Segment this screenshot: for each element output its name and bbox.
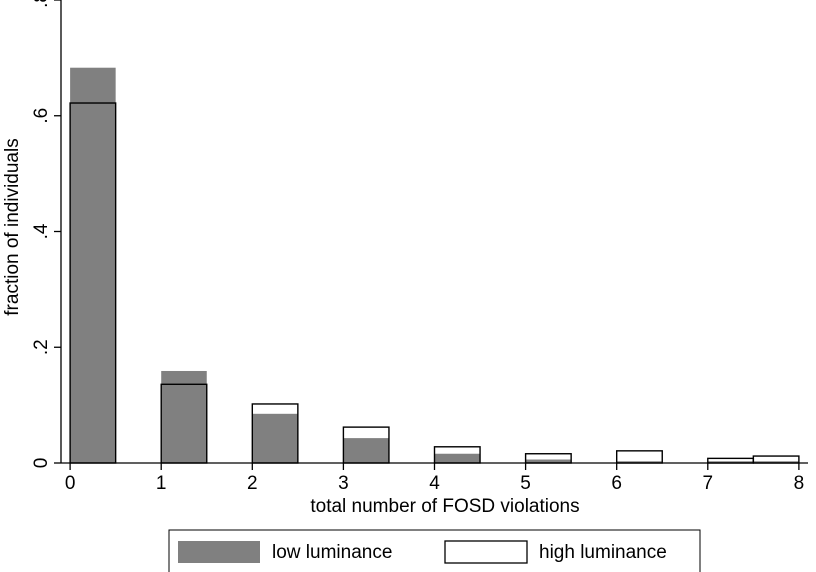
x-tick-label: 5: [520, 473, 531, 494]
bar-low-luminance: [434, 453, 481, 463]
x-axis-label: total number of FOSD violations: [310, 496, 579, 517]
bar-low-luminance: [161, 370, 207, 463]
bar-low-luminance: [525, 459, 572, 463]
y-axis-label: fraction of individuals: [2, 138, 23, 315]
y-tick-label: .8: [31, 0, 52, 8]
x-tick-label: 2: [247, 473, 258, 494]
bar-low-luminance: [70, 67, 116, 464]
bar-high-luminance: [615, 450, 663, 464]
legend-swatch-high-luminance: [444, 540, 528, 564]
y-tick-label: 0: [31, 458, 52, 469]
legend-swatch-low-luminance: [178, 541, 260, 563]
x-tick-label: 6: [611, 473, 622, 494]
y-axis-ticks: 0 .2 .4 .6 .8: [31, 0, 61, 468]
legend-label-low-luminance: low luminance: [272, 542, 392, 563]
y-tick-label: .2: [31, 339, 52, 355]
bar-low-luminance: [707, 461, 754, 463]
legend-label-high-luminance: high luminance: [539, 542, 667, 563]
x-tick-label: 4: [429, 473, 440, 494]
x-tick-label: 1: [156, 473, 167, 494]
y-tick-label: .6: [31, 108, 52, 124]
legend: low luminance high luminance: [168, 529, 701, 572]
y-tick-label: .4: [31, 223, 52, 239]
bar-low-luminance: [753, 461, 799, 463]
x-tick-label: 3: [338, 473, 349, 494]
x-tick-label: 8: [794, 473, 805, 494]
x-tick-label: 7: [703, 473, 714, 494]
low-luminance-bars: [70, 67, 799, 464]
x-axis-ticks: 0 1 2 3 4 5 6 7 8: [65, 463, 804, 494]
bar-high-luminance: [707, 457, 755, 464]
x-tick-label: 0: [65, 473, 76, 494]
bar-low-luminance: [616, 461, 663, 463]
bar-low-luminance: [252, 413, 298, 463]
bar-low-luminance: [343, 438, 389, 463]
